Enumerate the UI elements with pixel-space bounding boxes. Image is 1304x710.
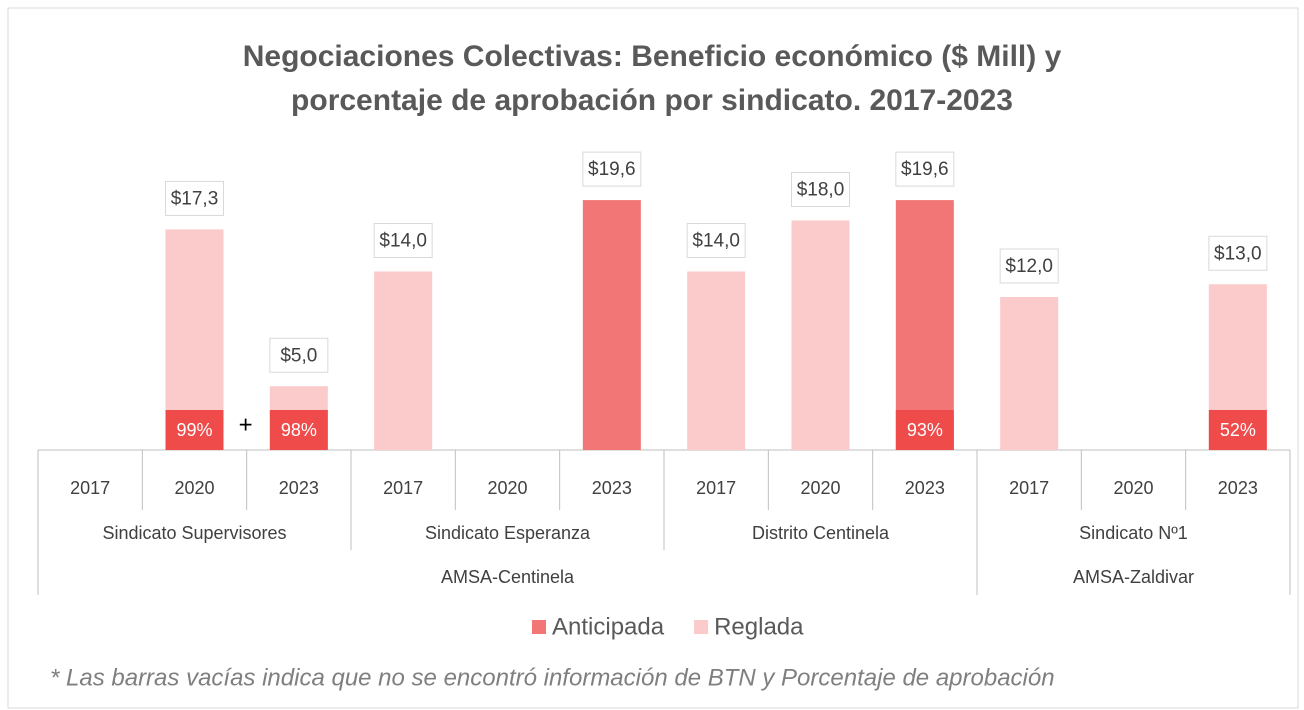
- data-label-box: [582, 151, 642, 187]
- data-label: $14,0: [692, 231, 740, 252]
- x-tick-label: 2020: [1113, 478, 1153, 498]
- group-label: AMSA-Zaldivar: [1073, 567, 1194, 587]
- data-label-box: [373, 223, 433, 258]
- x-tick-label: 2017: [696, 478, 736, 498]
- chart-title: Negociaciones Colectivas: Beneficio econ…: [243, 40, 1062, 73]
- approval-box: [895, 410, 954, 450]
- legend-swatch: [694, 620, 709, 634]
- bar: [582, 200, 641, 450]
- chart-title: porcentaje de aprobación por sindicato. …: [291, 84, 1013, 117]
- approval-label: 52%: [1220, 420, 1256, 440]
- data-label: $14,0: [379, 231, 427, 252]
- approval-box: [165, 410, 224, 450]
- approval-label: 98%: [281, 420, 317, 440]
- data-label: $13,0: [1214, 243, 1262, 264]
- data-label-box: [686, 223, 746, 258]
- data-label: $5,0: [280, 345, 317, 366]
- x-tick-label: 2023: [279, 478, 319, 498]
- data-label-box: [999, 248, 1059, 284]
- data-label-box: [1208, 235, 1268, 271]
- footnote: * Las barras vacías indica que no se enc…: [50, 664, 1055, 691]
- x-tick-label: 2023: [1218, 478, 1258, 498]
- data-label: $12,0: [1005, 256, 1053, 277]
- approval-label: 93%: [907, 420, 943, 440]
- data-label-box: [895, 151, 955, 187]
- data-label-box: [165, 180, 224, 216]
- annotation: +: [239, 411, 253, 438]
- bar: [895, 200, 954, 450]
- subgroup-label: Distrito Centinela: [752, 523, 890, 543]
- data-label: $17,3: [171, 188, 219, 209]
- bar: [1000, 297, 1059, 450]
- x-tick-label: 2017: [1009, 478, 1049, 498]
- x-tick-label: 2020: [800, 478, 840, 498]
- legend-label: Reglada: [714, 613, 804, 640]
- data-label-box: [269, 337, 329, 373]
- bar: [791, 220, 850, 450]
- subgroup-label: Sindicato Nº1: [1079, 523, 1188, 543]
- data-label: $19,6: [901, 159, 949, 180]
- x-tick-label: 2020: [487, 478, 527, 498]
- x-tick-label: 2023: [592, 478, 632, 498]
- x-tick-label: 2017: [383, 478, 423, 498]
- approval-box: [1208, 410, 1267, 450]
- approval-label: 99%: [176, 420, 212, 440]
- group-label: AMSA-Centinela: [441, 567, 575, 587]
- bar: [374, 271, 433, 450]
- x-tick-label: 2023: [905, 478, 945, 498]
- legend-swatch: [532, 620, 546, 634]
- data-label: $19,6: [588, 159, 636, 180]
- legend-label: Anticipada: [552, 613, 665, 640]
- subgroup-label: Sindicato Supervisores: [102, 523, 286, 543]
- x-tick-label: 2020: [174, 478, 214, 498]
- x-tick-label: 2017: [70, 478, 110, 498]
- subgroup-label: Sindicato Esperanza: [425, 523, 591, 543]
- data-label-box: [791, 172, 850, 207]
- approval-box: [269, 410, 328, 450]
- bar: [687, 271, 746, 450]
- data-label: $18,0: [797, 180, 845, 201]
